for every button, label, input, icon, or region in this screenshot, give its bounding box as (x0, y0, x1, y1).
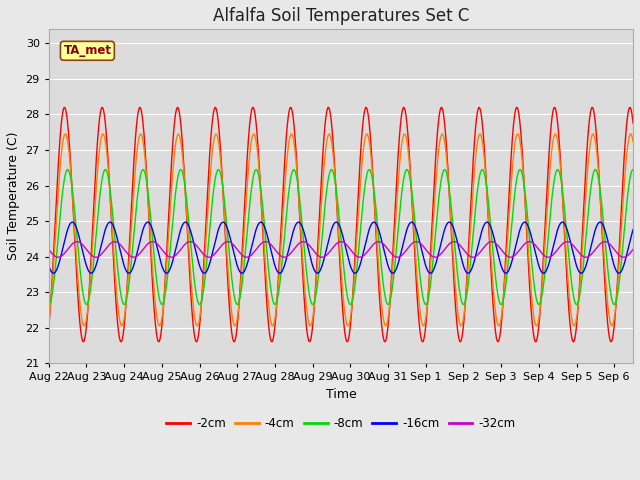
Text: TA_met: TA_met (63, 44, 111, 57)
Title: Alfalfa Soil Temperatures Set C: Alfalfa Soil Temperatures Set C (212, 7, 469, 25)
Legend: -2cm, -4cm, -8cm, -16cm, -32cm: -2cm, -4cm, -8cm, -16cm, -32cm (162, 412, 520, 435)
X-axis label: Time: Time (326, 388, 356, 401)
Y-axis label: Soil Temperature (C): Soil Temperature (C) (7, 132, 20, 261)
